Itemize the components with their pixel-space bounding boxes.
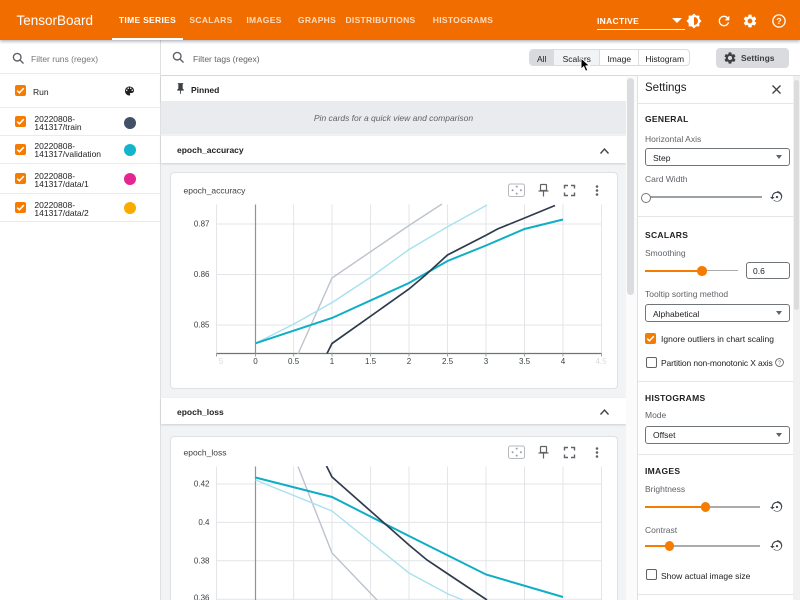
svg-text:0.86: 0.86 [194,270,210,279]
svg-text:epoch_accuracy: epoch_accuracy [184,186,247,196]
svg-text:?: ? [778,360,781,366]
svg-text:1.5: 1.5 [365,357,377,366]
svg-text:0.87: 0.87 [194,220,210,229]
svg-text:5: 5 [219,357,224,366]
svg-text:0.42: 0.42 [194,480,210,489]
svg-text:2: 2 [407,357,412,366]
svg-text:0.85: 0.85 [194,321,210,330]
svg-text:0.4: 0.4 [198,518,210,527]
svg-text:4.5: 4.5 [595,357,607,366]
svg-text:3: 3 [484,357,489,366]
svg-text:0.38: 0.38 [194,556,210,565]
svg-text:4: 4 [561,357,566,366]
svg-text:epoch_loss: epoch_loss [184,448,227,458]
svg-text:3.5: 3.5 [519,357,531,366]
svg-text:?: ? [776,16,781,26]
svg-text:0.5: 0.5 [288,357,300,366]
svg-text:1: 1 [330,357,335,366]
svg-text:0: 0 [253,357,258,366]
svg-text:2.5: 2.5 [442,357,454,366]
svg-text:0.36: 0.36 [194,593,210,600]
